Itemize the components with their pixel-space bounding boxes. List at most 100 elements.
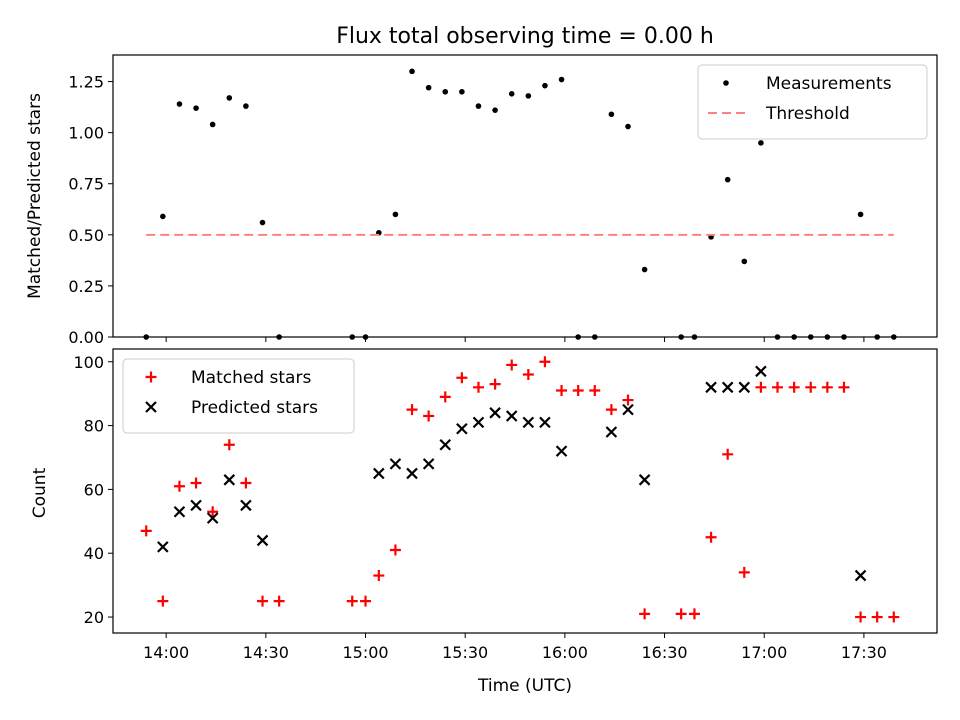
measurement-point (409, 68, 415, 75)
x-tick-label: 16:00 (542, 643, 588, 662)
matched-star-point (389, 544, 401, 556)
matched-star-point (622, 394, 634, 406)
predicted-star-point (256, 534, 269, 547)
matched-star-point (888, 611, 900, 623)
matched-star-point (223, 439, 235, 451)
x-tick-label: 14:00 (143, 643, 189, 662)
predicted-star-point (206, 512, 219, 524)
matched-star-point (539, 356, 551, 368)
measurement-point (209, 121, 216, 128)
matched-star-point (456, 372, 468, 384)
measurement-point (492, 107, 498, 113)
measurement-point (741, 258, 748, 265)
bottom-y-tick-label: 40 (84, 544, 104, 563)
top-chart-title: Flux total observing time = 0.00 h (336, 24, 714, 49)
matched-star-point (675, 608, 687, 620)
matched-star-point (572, 384, 584, 396)
predicted-star-point (389, 458, 402, 470)
measurement-point (625, 123, 631, 130)
matched-star-point (257, 595, 269, 607)
predicted-star-point (406, 467, 418, 480)
predicted-star-point (190, 499, 202, 512)
matched-star-point (373, 570, 385, 582)
legend-matched-marker (145, 371, 157, 383)
predicted-star-point (705, 381, 717, 394)
matched-star-point (705, 531, 717, 543)
matched-star-point (838, 381, 850, 393)
legend-predicted-marker (145, 401, 157, 413)
predicted-star-point (456, 422, 468, 435)
matched-star-point (346, 595, 358, 607)
x-tick-label: 14:30 (243, 643, 289, 662)
matched-star-point (871, 611, 883, 623)
predicted-star-point (505, 410, 518, 422)
measurement-point (226, 95, 233, 101)
predicted-star-point (854, 569, 867, 582)
predicted-star-point (373, 467, 385, 480)
top-y-tick-label: 0.00 (68, 328, 104, 347)
x-tick-label: 17:00 (741, 643, 787, 662)
matched-star-point (506, 359, 518, 371)
measurement-point (857, 211, 864, 218)
matched-star-point (190, 477, 202, 489)
matched-star-point (406, 404, 418, 416)
bottom-y-tick-label: 100 (73, 353, 104, 372)
measurement-point (608, 111, 615, 118)
measurement-point (558, 76, 565, 83)
measurement-point (442, 88, 449, 95)
predicted-star-point (157, 541, 169, 553)
predicted-star-point (638, 474, 651, 486)
top-y-tick-label: 0.25 (68, 277, 104, 296)
x-axis-label: Time (UTC) (477, 676, 572, 696)
measurement-point (392, 211, 399, 218)
matched-star-point (273, 595, 285, 607)
matched-star-point (772, 381, 784, 393)
top-axes-frame (112, 54, 938, 338)
measurement-point (508, 91, 515, 97)
matched-star-point (855, 611, 867, 623)
legend-measurement-marker (723, 80, 729, 86)
predicted-star-point (605, 426, 618, 438)
legend-box (122, 358, 355, 434)
matched-star-point (207, 506, 219, 518)
predicted-star-point (223, 474, 236, 486)
matched-star-point (157, 595, 169, 607)
legend-label: Matched stars (191, 368, 311, 388)
bottom-axes-frame (112, 348, 938, 634)
matched-star-point (556, 384, 568, 396)
top-legend: Measurements Threshold (697, 64, 928, 140)
measurement-point (724, 176, 731, 183)
measurement-point (160, 213, 166, 220)
legend-box (697, 64, 928, 140)
predicted-star-point (472, 416, 485, 429)
matched-star-point (489, 378, 501, 390)
bottom-y-axis-label: Count (30, 467, 50, 518)
predicted-star-point (489, 407, 501, 419)
predicted-star-point (622, 403, 634, 416)
matched-star-point (423, 410, 435, 422)
matched-star-point (173, 480, 185, 492)
predicted-star-point (240, 499, 252, 512)
matched-star-point (439, 391, 451, 403)
measurement-point (259, 219, 266, 226)
matched-star-point (688, 608, 700, 620)
matched-star-point (360, 595, 372, 607)
predicted-star-point (721, 381, 734, 394)
top-y-tick-label: 1.25 (68, 73, 104, 92)
top-y-tick-label: 0.50 (68, 226, 104, 245)
matched-star-point (240, 477, 252, 489)
matched-star-point (522, 369, 534, 381)
bottom-y-tick-label: 60 (84, 480, 104, 499)
matched-star-point (605, 404, 617, 416)
bottom-y-tick-label: 20 (84, 608, 104, 627)
measurement-point (176, 101, 183, 107)
legend-label: Threshold (765, 104, 850, 124)
matched-star-point (140, 525, 152, 537)
measurement-point (425, 84, 432, 91)
top-y-axis-label: Matched/Predicted stars (25, 93, 45, 299)
predicted-star-point (755, 365, 767, 378)
predicted-star-point (555, 445, 568, 457)
x-tick-label: 15:00 (342, 643, 388, 662)
measurement-point (475, 103, 482, 109)
